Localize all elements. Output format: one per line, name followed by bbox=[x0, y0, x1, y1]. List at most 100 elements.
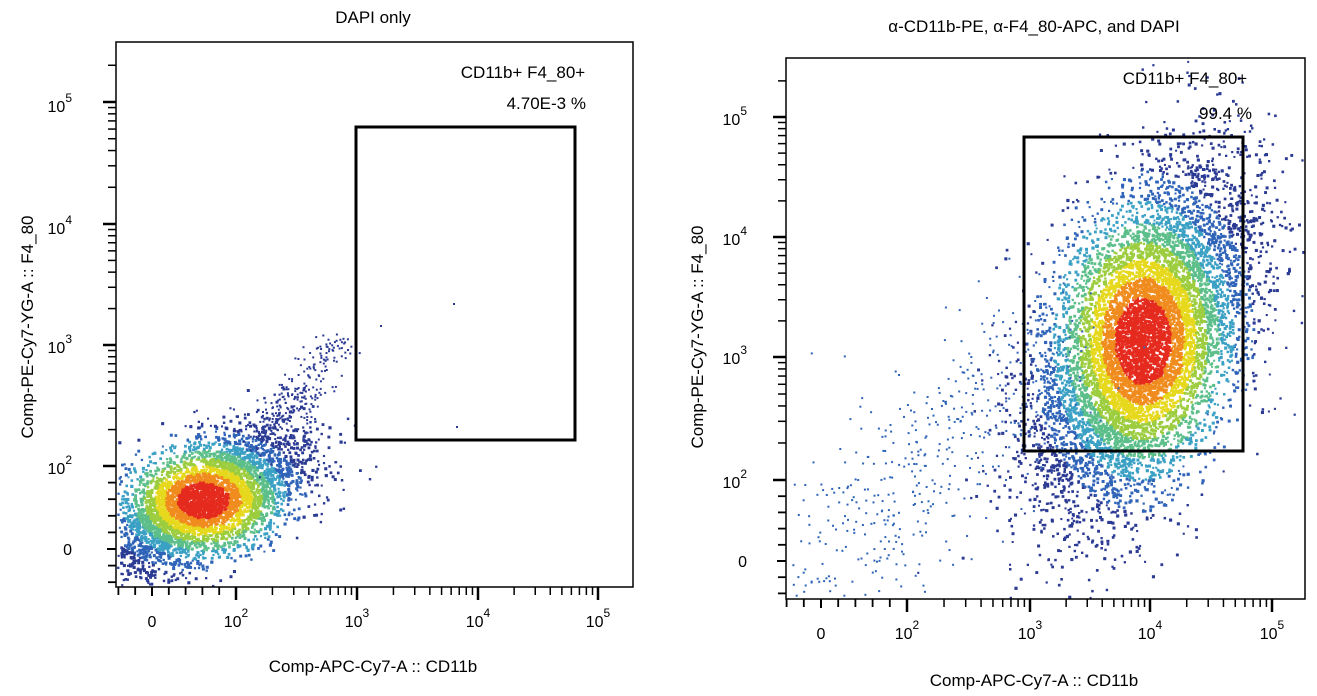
event-dot bbox=[188, 530, 192, 534]
event-dot bbox=[246, 502, 249, 505]
event-dot bbox=[310, 475, 314, 479]
event-dot bbox=[199, 562, 202, 565]
event-dot bbox=[152, 574, 155, 577]
event-dot bbox=[269, 447, 273, 451]
event-dot bbox=[118, 441, 122, 445]
event-dot bbox=[159, 552, 162, 555]
event-dot bbox=[216, 518, 219, 522]
event-dot bbox=[327, 446, 331, 450]
event-dot bbox=[140, 458, 144, 462]
event-dot bbox=[207, 472, 211, 476]
event-dot bbox=[240, 451, 244, 455]
event-dot bbox=[185, 486, 188, 489]
event-dot bbox=[215, 480, 218, 483]
event-dot bbox=[120, 498, 123, 501]
event-dot bbox=[191, 522, 194, 526]
event-dot bbox=[217, 495, 221, 498]
event-dot bbox=[186, 489, 189, 492]
event-dot bbox=[136, 529, 140, 533]
event-dot bbox=[248, 421, 252, 424]
event-dot bbox=[306, 458, 310, 461]
event-dot bbox=[121, 547, 125, 551]
event-dot bbox=[197, 502, 201, 505]
event-dot bbox=[189, 460, 193, 464]
event-dot bbox=[149, 495, 153, 499]
event-dot bbox=[282, 467, 285, 471]
event-dot bbox=[319, 520, 323, 524]
event-dot bbox=[176, 523, 179, 526]
event-dot bbox=[221, 530, 225, 534]
event-dot bbox=[267, 482, 270, 485]
event-dot bbox=[243, 413, 247, 416]
event-dot bbox=[266, 498, 270, 502]
event-dot bbox=[169, 480, 172, 484]
event-dot bbox=[205, 446, 208, 449]
event-dot bbox=[290, 405, 294, 409]
chart-title: DAPI only bbox=[335, 8, 411, 27]
event-dot bbox=[252, 523, 255, 527]
event-dot bbox=[145, 506, 148, 510]
event-dot bbox=[241, 447, 245, 451]
event-dot bbox=[294, 387, 297, 390]
event-dot bbox=[183, 466, 186, 469]
event-dot bbox=[292, 508, 296, 512]
event-dot bbox=[202, 548, 205, 552]
event-dot bbox=[195, 546, 199, 549]
event-dot bbox=[288, 492, 292, 496]
event-dot bbox=[211, 539, 214, 542]
event-dot bbox=[198, 526, 202, 530]
event-dot bbox=[197, 420, 200, 423]
event-dot bbox=[228, 502, 232, 506]
event-dot bbox=[119, 519, 123, 522]
event-dot bbox=[199, 443, 202, 447]
event-dot bbox=[303, 439, 307, 443]
event-dot bbox=[154, 462, 157, 465]
event-dot bbox=[125, 491, 129, 495]
event-dot bbox=[149, 505, 152, 508]
event-dot bbox=[174, 526, 177, 530]
event-dot bbox=[137, 523, 141, 527]
event-dot bbox=[270, 511, 274, 515]
event-dot bbox=[299, 493, 302, 496]
event-dot bbox=[282, 387, 286, 391]
event-dot bbox=[146, 475, 149, 478]
event-dot bbox=[183, 526, 186, 529]
event-dot bbox=[131, 546, 135, 550]
event-dot bbox=[160, 451, 164, 455]
event-dot bbox=[146, 492, 149, 496]
event-dot bbox=[287, 496, 290, 499]
event-dot bbox=[140, 538, 144, 542]
event-dot bbox=[208, 499, 211, 503]
event-dot bbox=[245, 480, 249, 484]
event-dot bbox=[267, 501, 270, 504]
event-dot bbox=[246, 548, 250, 552]
event-dot bbox=[176, 472, 179, 475]
event-dot bbox=[217, 552, 220, 555]
event-dot bbox=[242, 525, 245, 528]
event-dot bbox=[252, 531, 256, 534]
event-dot bbox=[249, 444, 253, 447]
event-dot bbox=[321, 423, 325, 426]
event-dot bbox=[249, 463, 252, 467]
event-dot bbox=[240, 430, 243, 433]
event-dot bbox=[258, 513, 261, 516]
event-dot bbox=[191, 529, 194, 532]
event-dot bbox=[184, 548, 187, 551]
event-dot bbox=[270, 474, 273, 477]
event-dot bbox=[197, 458, 201, 461]
event-dot bbox=[316, 483, 319, 487]
event-dot bbox=[279, 464, 283, 468]
event-dot bbox=[309, 458, 313, 461]
event-dot bbox=[264, 479, 267, 483]
event-dot bbox=[226, 493, 230, 497]
event-dot bbox=[210, 466, 214, 470]
event-dot bbox=[172, 475, 176, 479]
event-dot bbox=[181, 485, 185, 489]
event-dot bbox=[231, 453, 234, 456]
event-dot bbox=[278, 480, 281, 484]
event-dot bbox=[124, 527, 128, 531]
event-dot bbox=[161, 525, 164, 528]
panel-left: DAPI only Comp-PE-Cy7-YG-A :: F4_80 Comp… bbox=[18, 8, 634, 676]
event-dot bbox=[215, 435, 218, 439]
event-dot bbox=[314, 445, 317, 448]
